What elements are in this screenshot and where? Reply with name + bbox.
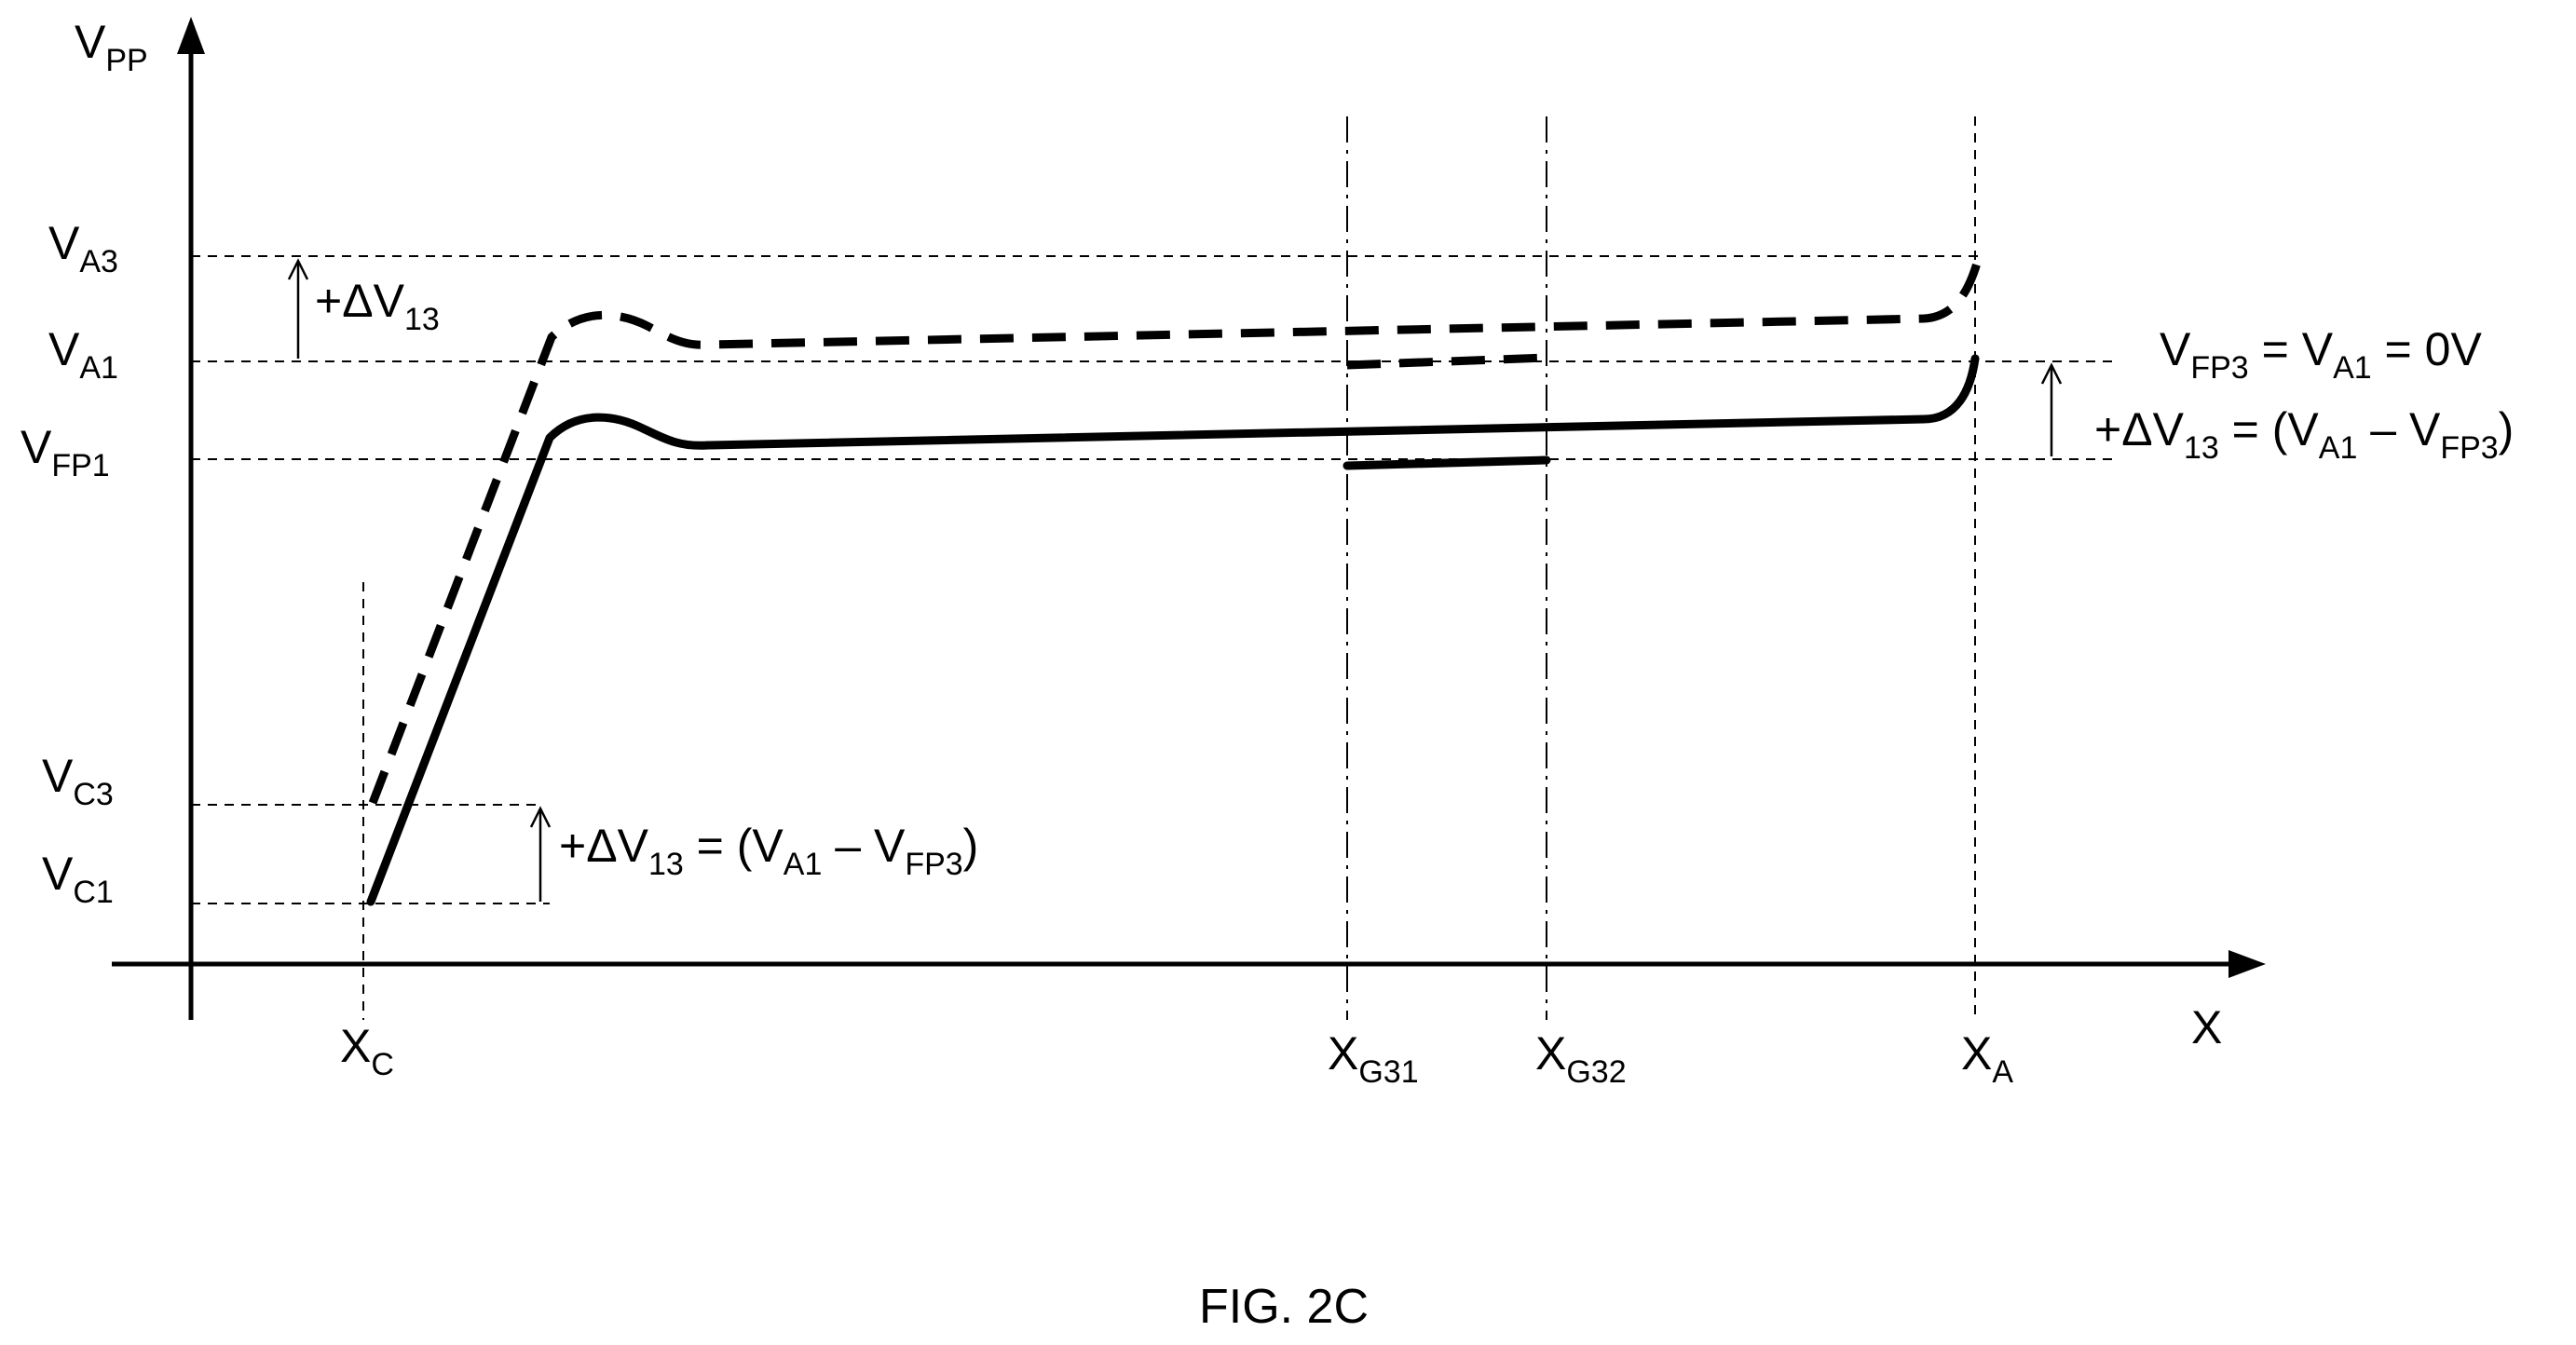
label-vc1: VC1 — [42, 848, 114, 910]
x-axis-title: X — [2191, 1001, 2222, 1053]
potential-curve-dashed — [368, 251, 1984, 805]
label-xg31: XG31 — [1328, 1027, 1419, 1090]
x-axis-arrowhead — [2228, 950, 2266, 978]
y-axis-title: VPP — [75, 16, 148, 78]
potential-curve-solid — [366, 354, 1980, 906]
gate-segment-dashed — [1346, 353, 1547, 370]
label-vfp1: VFP1 — [20, 421, 110, 483]
label-xc: XC — [340, 1020, 394, 1082]
label-xg32: XG32 — [1535, 1027, 1627, 1090]
delta-arrow-right-head — [2040, 362, 2063, 385]
y-axis-arrowhead — [177, 17, 205, 54]
label-va1: VA1 — [48, 323, 118, 386]
annotation-equation-bottom: +ΔV13 = (VA1 – VFP3) — [559, 820, 978, 882]
delta-arrow-bottom-head — [529, 806, 552, 828]
annotation-delta-top: +ΔV13 — [315, 275, 440, 337]
label-va3: VA3 — [48, 217, 118, 279]
label-vc3: VC3 — [42, 750, 114, 812]
figure-caption: FIG. 2C — [1199, 1280, 1369, 1334]
delta-arrow-top-head — [287, 258, 309, 280]
annotation-equation-right-line2: +ΔV13 = (VA1 – VFP3) — [2094, 403, 2514, 466]
gate-segment-solid — [1343, 455, 1551, 470]
annotation-equation-right-line1: VFP3 = VA1 = 0V — [2160, 323, 2482, 386]
label-xa: XA — [1961, 1027, 2013, 1090]
